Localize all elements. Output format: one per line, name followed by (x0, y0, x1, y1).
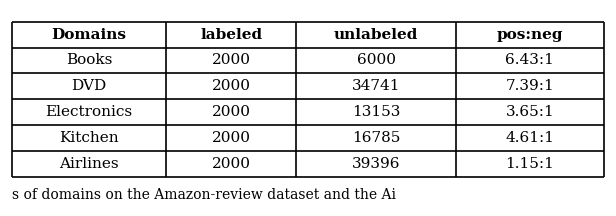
Text: Electronics: Electronics (46, 105, 133, 119)
Text: Airlines: Airlines (59, 157, 119, 171)
Text: 1.15:1: 1.15:1 (505, 157, 554, 171)
Text: 2000: 2000 (212, 105, 251, 119)
Text: s of domains on the Amazon-review dataset and the Ai: s of domains on the Amazon-review datase… (12, 188, 396, 202)
Text: Kitchen: Kitchen (59, 131, 119, 145)
Text: 16785: 16785 (352, 131, 400, 145)
Text: 2000: 2000 (212, 79, 251, 93)
Text: labeled: labeled (200, 28, 262, 41)
Text: 39396: 39396 (352, 157, 400, 171)
Text: unlabeled: unlabeled (334, 28, 418, 41)
Text: DVD: DVD (71, 79, 107, 93)
Text: 4.61:1: 4.61:1 (505, 131, 554, 145)
Text: 3.65:1: 3.65:1 (505, 105, 554, 119)
Text: 34741: 34741 (352, 79, 400, 93)
Text: 2000: 2000 (212, 131, 251, 145)
Text: 13153: 13153 (352, 105, 400, 119)
Text: 6000: 6000 (357, 54, 395, 67)
Text: 2000: 2000 (212, 157, 251, 171)
Text: 2000: 2000 (212, 54, 251, 67)
Text: 6.43:1: 6.43:1 (505, 54, 554, 67)
Text: Books: Books (66, 54, 112, 67)
Text: 7.39:1: 7.39:1 (505, 79, 554, 93)
Text: Domains: Domains (52, 28, 127, 41)
Text: pos:neg: pos:neg (496, 28, 563, 41)
